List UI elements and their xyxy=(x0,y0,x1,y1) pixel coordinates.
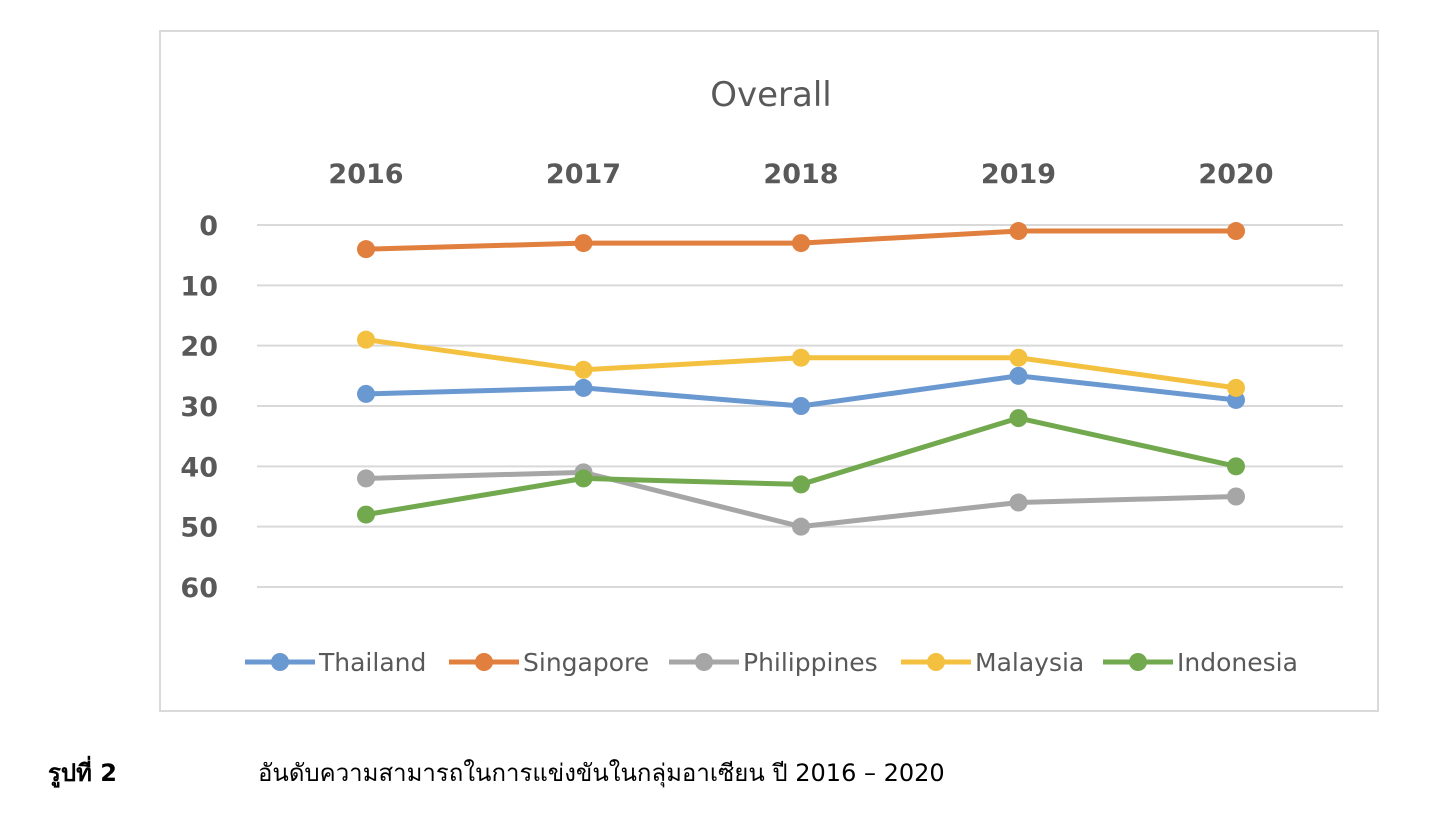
data-point-malaysia xyxy=(792,348,810,367)
y-tick-label: 20 xyxy=(180,332,218,363)
data-point-indonesia xyxy=(792,475,810,494)
series-malaysia xyxy=(357,330,1245,397)
data-point-indonesia xyxy=(357,505,375,524)
series-philippines xyxy=(357,463,1245,536)
data-point-singapore xyxy=(1227,222,1245,241)
series-indonesia xyxy=(357,409,1245,524)
legend-marker-philippines xyxy=(695,653,713,671)
data-point-indonesia xyxy=(1009,409,1028,428)
data-point-singapore xyxy=(792,234,810,253)
figure-caption-label: รูปที่ 2 xyxy=(48,759,117,787)
data-point-philippines xyxy=(792,517,810,536)
series-layer xyxy=(357,222,1245,536)
x-tick-label: 2020 xyxy=(1198,159,1273,190)
data-point-thailand xyxy=(574,378,593,397)
legend-label-malaysia: Malaysia xyxy=(975,648,1084,677)
data-point-malaysia xyxy=(357,330,375,349)
data-point-singapore xyxy=(1009,222,1028,241)
y-tick-label: 0 xyxy=(199,211,218,242)
legend-marker-malaysia xyxy=(927,653,945,671)
chart-frame: Overall 2016 2017 2018 2019 2020 0 10 20 30 40 50… xyxy=(159,30,1379,712)
legend-label-thailand: Thailand xyxy=(318,648,426,677)
y-tick-label: 50 xyxy=(180,513,218,544)
x-tick-label: 2017 xyxy=(546,159,621,190)
y-tick-label: 10 xyxy=(180,271,218,302)
legend-marker-singapore xyxy=(475,653,493,671)
y-tick-label: 30 xyxy=(180,392,218,423)
legend-label-singapore: Singapore xyxy=(523,648,649,677)
legend-item-singapore: Singapore xyxy=(449,648,649,677)
data-point-thailand xyxy=(1009,366,1028,385)
legend: Thailand Singapore Philippines Malaysia Indo… xyxy=(245,648,1298,677)
data-point-philippines xyxy=(357,469,375,488)
legend-item-malaysia: Malaysia xyxy=(901,648,1084,677)
series-thailand xyxy=(357,366,1245,415)
data-point-malaysia xyxy=(574,360,593,379)
legend-marker-indonesia xyxy=(1129,653,1147,671)
data-point-thailand xyxy=(792,397,810,415)
line-chart: Overall 2016 2017 2018 2019 2020 0 10 20 30 40 50… xyxy=(180,75,1343,677)
data-point-indonesia xyxy=(574,469,593,488)
x-tick-label: 2016 xyxy=(328,159,403,190)
y-axis-ticks: 0 10 20 30 40 50 60 xyxy=(180,211,218,604)
data-point-philippines xyxy=(1227,487,1245,506)
data-point-singapore xyxy=(357,240,375,259)
x-axis-ticks: 2016 2017 2018 2019 2020 xyxy=(328,159,1273,190)
data-point-philippines xyxy=(1009,493,1028,512)
y-tick-label: 40 xyxy=(180,452,218,483)
x-tick-label: 2019 xyxy=(981,159,1056,190)
x-tick-label: 2018 xyxy=(763,159,838,190)
legend-marker-thailand xyxy=(271,653,289,671)
data-point-malaysia xyxy=(1009,348,1028,367)
figure-caption-text: อันดับความสามารถในการแข่งขันในกลุ่มอาเซี… xyxy=(258,759,945,787)
legend-item-philippines: Philippines xyxy=(669,648,878,677)
legend-label-philippines: Philippines xyxy=(743,648,878,677)
legend-item-indonesia: Indonesia xyxy=(1103,648,1298,677)
data-point-malaysia xyxy=(1227,378,1245,397)
series-singapore xyxy=(357,222,1245,259)
data-point-thailand xyxy=(357,384,375,403)
legend-label-indonesia: Indonesia xyxy=(1177,648,1298,677)
chart-title: Overall xyxy=(710,75,832,115)
y-tick-label: 60 xyxy=(180,573,218,604)
legend-item-thailand: Thailand xyxy=(245,648,426,677)
data-point-singapore xyxy=(574,234,593,253)
data-point-indonesia xyxy=(1227,457,1245,476)
